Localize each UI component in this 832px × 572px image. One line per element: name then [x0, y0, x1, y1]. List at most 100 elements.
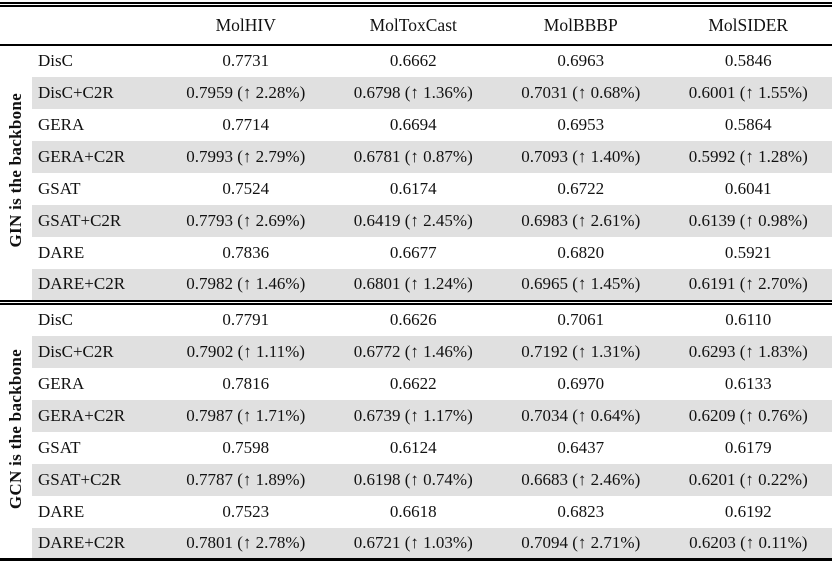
row-gin-gera: GERA 0.7714 0.6694 0.6953 0.5864 [0, 109, 832, 141]
value-cell: 0.7993 (↑ 2.79%) [162, 140, 330, 173]
value-cell: 0.7192 (↑ 1.31%) [497, 335, 665, 368]
value-cell: 0.7714 [222, 114, 270, 134]
method-cell: GSAT [38, 437, 81, 457]
block-separator [0, 299, 832, 305]
block-gcn: GCN is the backbone DisC 0.7791 0.6626 0… [0, 303, 832, 560]
value-cell: 0.6203 (↑ 0.11%) [664, 527, 832, 560]
value-cell: 0.6694 [389, 114, 437, 134]
method-cell: GSAT+C2R [32, 204, 162, 237]
value-cell: 0.6198 (↑ 0.74%) [329, 463, 497, 496]
method-cell: GERA [38, 114, 85, 134]
block-gin: GIN is the backbone DisC 0.7731 0.6662 0… [0, 44, 832, 301]
row-gin-gera-c2r: GERA+C2R 0.7993 (↑ 2.79%) 0.6781 (↑ 0.87… [0, 140, 832, 173]
value-cell: 0.6001 (↑ 1.55%) [664, 76, 832, 109]
value-cell: 0.7523 [222, 501, 270, 521]
value-cell: 0.6970 [557, 373, 605, 393]
row-gin-disc: GIN is the backbone DisC 0.7731 0.6662 0… [0, 44, 832, 301]
value-cell: 0.6781 (↑ 0.87%) [329, 140, 497, 173]
value-cell: 0.6209 (↑ 0.76%) [664, 399, 832, 432]
method-cell: DARE [38, 242, 85, 262]
value-cell: 0.7731 [222, 51, 270, 70]
method-cell: DisC+C2R [32, 335, 162, 368]
results-table: MolHIV MolToxCast MolBBBP MolSIDER GIN i… [0, 2, 832, 561]
value-cell: 0.6110 [725, 310, 772, 329]
header-row: MolHIV MolToxCast MolBBBP MolSIDER [0, 4, 832, 46]
value-cell: 0.6963 [557, 51, 605, 70]
value-cell: 0.6823 [557, 501, 605, 521]
row-gcn-gsat: GSAT 0.7598 0.6124 0.6437 0.6179 [0, 432, 832, 464]
value-cell: 0.6772 (↑ 1.46%) [329, 335, 497, 368]
value-cell: 0.6739 (↑ 1.17%) [329, 399, 497, 432]
row-gcn-disc: GCN is the backbone DisC 0.7791 0.6626 0… [0, 303, 832, 560]
value-cell: 0.6419 (↑ 2.45%) [329, 204, 497, 237]
value-cell: 0.7061 [557, 310, 605, 329]
row-gcn-gera-c2r: GERA+C2R 0.7987 (↑ 1.71%) 0.6739 (↑ 1.17… [0, 399, 832, 432]
method-cell: DARE+C2R [32, 527, 162, 560]
value-cell: 0.6721 (↑ 1.03%) [329, 527, 497, 560]
value-cell: 0.6626 [389, 310, 437, 329]
block-separator-rule [0, 299, 832, 305]
value-cell: 0.6820 [557, 242, 605, 262]
method-cell: DisC+C2R [32, 76, 162, 109]
value-cell: 0.6662 [389, 51, 437, 70]
column-header-molhiv: MolHIV [162, 4, 330, 46]
value-cell: 0.5921 [724, 242, 772, 262]
value-cell: 0.6191 (↑ 2.70%) [664, 268, 832, 301]
row-gcn-disc-c2r: DisC+C2R 0.7902 (↑ 1.11%) 0.6772 (↑ 1.46… [0, 335, 832, 368]
value-cell: 0.7982 (↑ 1.46%) [162, 268, 330, 301]
value-cell: 0.5846 [724, 51, 772, 70]
value-cell: 0.6953 [557, 114, 605, 134]
value-cell: 0.6124 [389, 437, 437, 457]
row-gcn-gsat-c2r: GSAT+C2R 0.7787 (↑ 1.89%) 0.6198 (↑ 0.74… [0, 463, 832, 496]
value-cell: 0.6722 [557, 178, 605, 198]
value-cell: 0.6983 (↑ 2.61%) [497, 204, 665, 237]
value-cell: 0.7524 [222, 178, 270, 198]
value-cell: 0.6293 (↑ 1.83%) [664, 335, 832, 368]
value-cell: 0.7987 (↑ 1.71%) [162, 399, 330, 432]
method-cell: GSAT [38, 178, 81, 198]
row-gcn-dare-c2r: DARE+C2R 0.7801 (↑ 2.78%) 0.6721 (↑ 1.03… [0, 527, 832, 560]
row-gin-dare-c2r: DARE+C2R 0.7982 (↑ 1.46%) 0.6801 (↑ 1.24… [0, 268, 832, 301]
value-cell: 0.7801 (↑ 2.78%) [162, 527, 330, 560]
value-cell: 0.5864 [724, 114, 772, 134]
column-header-molsider: MolSIDER [664, 4, 832, 46]
value-cell: 0.7598 [222, 437, 270, 457]
value-cell: 0.6801 (↑ 1.24%) [329, 268, 497, 301]
column-header-molbbbp: MolBBBP [497, 4, 665, 46]
value-cell: 0.7787 (↑ 1.89%) [162, 463, 330, 496]
value-cell: 0.7902 (↑ 1.11%) [162, 335, 330, 368]
value-cell: 0.7793 (↑ 2.69%) [162, 204, 330, 237]
value-cell: 0.5992 (↑ 1.28%) [664, 140, 832, 173]
method-cell: GSAT+C2R [32, 463, 162, 496]
value-cell: 0.6677 [389, 242, 437, 262]
backbone-label-gin-text: GIN is the backbone [6, 92, 25, 248]
method-cell: DisC [38, 310, 73, 329]
table-header: MolHIV MolToxCast MolBBBP MolSIDER [0, 4, 832, 46]
value-cell: 0.7836 [222, 242, 270, 262]
method-cell: GERA [38, 373, 85, 393]
method-cell: DARE [38, 501, 85, 521]
value-cell: 0.6622 [389, 373, 437, 393]
row-gin-dare: DARE 0.7836 0.6677 0.6820 0.5921 [0, 237, 832, 269]
value-cell: 0.6139 (↑ 0.98%) [664, 204, 832, 237]
value-cell: 0.7034 (↑ 0.64%) [497, 399, 665, 432]
value-cell: 0.6618 [389, 501, 437, 521]
value-cell: 0.6201 (↑ 0.22%) [664, 463, 832, 496]
value-cell: 0.6133 [724, 373, 772, 393]
value-cell: 0.7959 (↑ 2.28%) [162, 76, 330, 109]
row-gcn-gera: GERA 0.7816 0.6622 0.6970 0.6133 [0, 368, 832, 400]
value-cell: 0.6192 [724, 501, 772, 521]
row-gin-gsat: GSAT 0.7524 0.6174 0.6722 0.6041 [0, 173, 832, 205]
value-cell: 0.7031 (↑ 0.68%) [497, 76, 665, 109]
column-header-moltoxcast: MolToxCast [329, 4, 497, 46]
value-cell: 0.7816 [222, 373, 270, 393]
value-cell: 0.6437 [557, 437, 605, 457]
method-cell: DARE+C2R [32, 268, 162, 301]
method-cell: DisC [38, 51, 73, 70]
value-cell: 0.7094 (↑ 2.71%) [497, 527, 665, 560]
value-cell: 0.6965 (↑ 1.45%) [497, 268, 665, 301]
value-cell: 0.6798 (↑ 1.36%) [329, 76, 497, 109]
method-cell: GERA+C2R [32, 140, 162, 173]
row-gin-disc-c2r: DisC+C2R 0.7959 (↑ 2.28%) 0.6798 (↑ 1.36… [0, 76, 832, 109]
